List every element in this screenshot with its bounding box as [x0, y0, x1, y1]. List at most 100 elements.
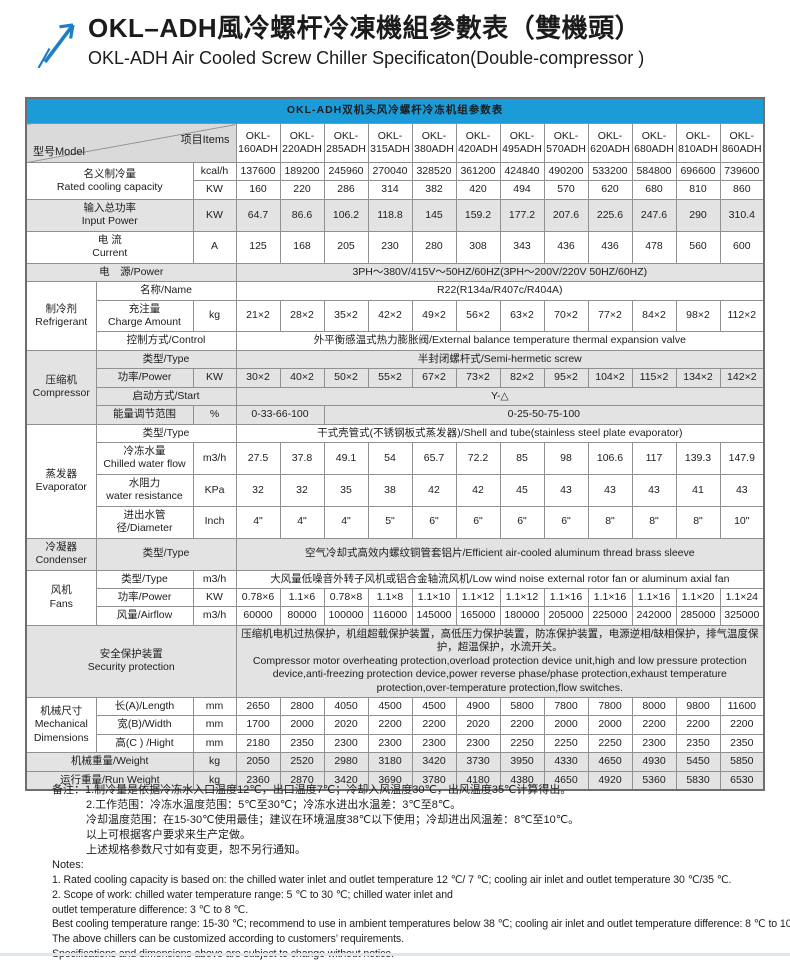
page-title-chinese: OKL–ADH風冷螺杆冷凍機組參數表（雙機頭）	[88, 13, 642, 43]
row-label: 类型/Type	[95, 349, 237, 370]
value-cell: 570	[543, 180, 589, 200]
value-cell: 285000	[675, 606, 721, 626]
value-cell: 0.78×6	[235, 587, 281, 608]
value-cell: 0.78×8	[323, 587, 369, 608]
value-cell: 4330	[543, 752, 589, 772]
value-cell: 35×2	[323, 299, 369, 333]
note-line-zh: 以上可根据客户要求来生产定做。	[86, 829, 251, 841]
value-cell: 160	[235, 180, 281, 200]
model-suffix: 620ADH	[590, 143, 630, 155]
value-cell: 2300	[455, 733, 501, 754]
unit-cell: KW	[192, 198, 237, 232]
value-cell: 65.7	[411, 442, 457, 475]
span-value-cell: 干式壳管式(不锈钢板式蒸发器)/Shell and tube(stainless…	[235, 423, 765, 444]
value-cell: 325000	[719, 606, 765, 626]
value-cell: 4500	[411, 696, 457, 717]
row-label: 风量/Airflow	[95, 606, 194, 626]
model-header-cell: OKL- 160ADH	[235, 123, 281, 163]
row-dimension-length: 机械尺寸 Mechanical Dimensions 长(A)/Length mm 2…	[25, 696, 765, 754]
row-refrigerant-control: 控制方式/Control 外平衡感温式热力膨胀阀/External balance…	[26, 331, 765, 351]
value-cell: 177.2	[499, 198, 545, 232]
value-cell: 343	[499, 230, 545, 264]
row-label: 电 流 Current	[25, 230, 194, 264]
notes-english-label: Notes:	[52, 859, 84, 871]
model-suffix: 810ADH	[678, 143, 718, 155]
row-label: 启动方式/Start	[95, 386, 237, 407]
value-cell: 106.6	[587, 442, 633, 475]
row-water-resistance: 水阻力 water resistance KPa 32 32 35 38 42 42 45 43 4…	[26, 473, 765, 507]
value-cell: 4900	[455, 696, 501, 717]
value-cell: 205000	[543, 606, 589, 626]
value-cell: 584800	[631, 161, 677, 182]
model-prefix: OKL-	[509, 129, 535, 142]
value-cell: 142×2	[719, 368, 765, 388]
value-cell: 118.8	[367, 198, 413, 232]
model-header-cell: OKL- 495ADH	[499, 123, 545, 163]
value-cell: 42×2	[367, 299, 413, 333]
corner-model-label: 型号Model	[33, 145, 85, 158]
row-evaporator-type: 蒸发器 Evaporator 类型/Type 干式壳管式(不锈钢板式蒸发器)/She…	[25, 423, 765, 539]
row-label: 充注量 Charge Amount	[95, 299, 194, 333]
unit-cell: KW	[192, 180, 237, 200]
span-value-cell: 外平衡感温式热力膨胀阀/External balance temperature…	[235, 331, 765, 351]
value-cell: 860	[719, 180, 765, 200]
value-cell: 696600	[675, 161, 721, 182]
value-cell: 104×2	[587, 368, 633, 388]
value-cell: 106.2	[323, 198, 369, 232]
value-cell: 2980	[323, 752, 369, 772]
value-cell: 6530	[719, 770, 765, 791]
value-cell: 533200	[587, 161, 633, 182]
note-line-zh: 上述规格参数尺寸如有变更，恕不另行通知。	[86, 844, 306, 856]
value-cell: 32	[235, 473, 281, 507]
value-cell: 2020	[455, 715, 501, 735]
value-cell: 64.7	[235, 198, 281, 232]
value-cell: 41	[675, 473, 721, 507]
value-cell: 35	[323, 473, 369, 507]
value-cell: 5"	[367, 505, 413, 539]
value-cell: 6"	[411, 505, 457, 539]
unit-cell: mm	[192, 733, 237, 754]
value-cell: 145000	[411, 606, 457, 626]
value-cell: 70×2	[543, 299, 589, 333]
value-cell: 1.1×24	[719, 587, 765, 608]
value-cell: 49.1	[323, 442, 369, 475]
value-cell: 1700	[235, 715, 281, 735]
model-header-cell: OKL- 810ADH	[675, 123, 721, 163]
row-fans-type: 风机 Fans 类型/Type m3/h 大风量低噪音外转子风机或铝合金轴流风机/Lo…	[25, 569, 765, 626]
unit-cell: KW	[192, 587, 237, 608]
value-cell: 245960	[323, 161, 369, 182]
value-cell: 180000	[499, 606, 545, 626]
value-cell: 67×2	[411, 368, 457, 388]
value-cell: 4380	[499, 770, 545, 791]
value-cell: 2300	[367, 733, 413, 754]
row-security-protection: 安全保护装置 Security protection 压缩机电机过热保护，机组超载…	[25, 624, 765, 699]
corner-cell: 型号Model 项目Items	[25, 123, 237, 163]
span-value-cell: 3PH～380V/415V～50HZ/60HZ(3PH～200V/220V 50…	[235, 262, 765, 283]
value-cell: 72.2	[455, 442, 501, 475]
model-prefix: OKL-	[685, 129, 711, 142]
value-cell: 3180	[367, 752, 413, 772]
model-header-cell: OKL- 220ADH	[279, 123, 325, 163]
value-cell: 560	[675, 230, 721, 264]
value-cell: 85	[499, 442, 545, 475]
value-cell: 77×2	[587, 299, 633, 333]
value-cell: 4650	[543, 770, 589, 791]
value-cell: 242000	[631, 606, 677, 626]
model-suffix: 420ADH	[458, 143, 498, 155]
model-prefix: OKL-	[597, 129, 623, 142]
span-value-cell: R22(R134a/R407c/R404A)	[235, 281, 765, 301]
value-cell: 1.1×16	[631, 587, 677, 608]
value-cell: 247.6	[631, 198, 677, 232]
value-cell: 116000	[367, 606, 413, 626]
row-power-supply: 电 源/Power 3PH～380V/415V～50HZ/60HZ(3PH～200…	[25, 262, 765, 283]
unit-cell: Inch	[192, 505, 237, 539]
model-suffix: 285ADH	[326, 143, 366, 155]
value-cell: 2300	[323, 733, 369, 754]
row-fans-airflow: 风量/Airflow m3/h 60000 80000 100000 116000 1450…	[26, 606, 765, 626]
value-cell: 80000	[279, 606, 325, 626]
value-cell: 73×2	[455, 368, 501, 388]
row-rated-cooling-capacity-kw: KW 160 220 286 314 382 420 494 570 620 680 810 860	[26, 180, 765, 200]
value-cell: 314	[367, 180, 413, 200]
value-cell: 115×2	[631, 368, 677, 388]
value-cell: 2870	[279, 770, 325, 791]
